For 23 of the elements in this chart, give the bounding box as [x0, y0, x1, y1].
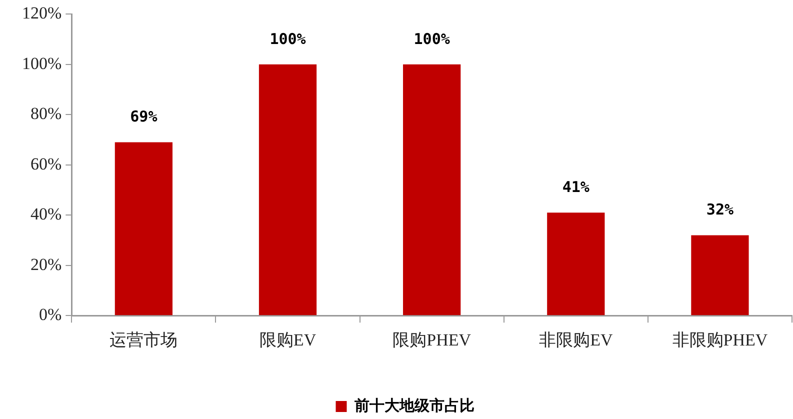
bar	[258, 64, 317, 316]
bar	[547, 212, 605, 316]
bar	[403, 64, 461, 316]
x-tick-label: 限购PHEV	[392, 330, 472, 350]
data-label: 41%	[562, 178, 590, 196]
legend-label: 前十大地级市占比	[353, 396, 474, 414]
y-tick-label: 100%	[22, 54, 62, 73]
x-tick-label: 非限购PHEV	[672, 330, 768, 350]
data-label: 100%	[414, 30, 450, 48]
y-tick-label: 40%	[30, 204, 62, 224]
y-tick-label: 80%	[30, 104, 62, 124]
data-label: 69%	[130, 108, 158, 126]
y-tick-label: 20%	[30, 254, 62, 274]
x-tick-label: 限购EV	[259, 330, 317, 350]
y-tick-label: 0%	[38, 305, 62, 324]
data-label: 32%	[706, 200, 734, 219]
data-label: 100%	[270, 30, 306, 48]
x-tick-label: 非限购EV	[539, 330, 614, 350]
bar	[691, 235, 749, 316]
x-tick-label: 运营市场	[110, 330, 178, 350]
bar	[114, 142, 173, 316]
y-tick-label: 60%	[30, 154, 62, 174]
y-tick-label: 120%	[22, 4, 62, 23]
